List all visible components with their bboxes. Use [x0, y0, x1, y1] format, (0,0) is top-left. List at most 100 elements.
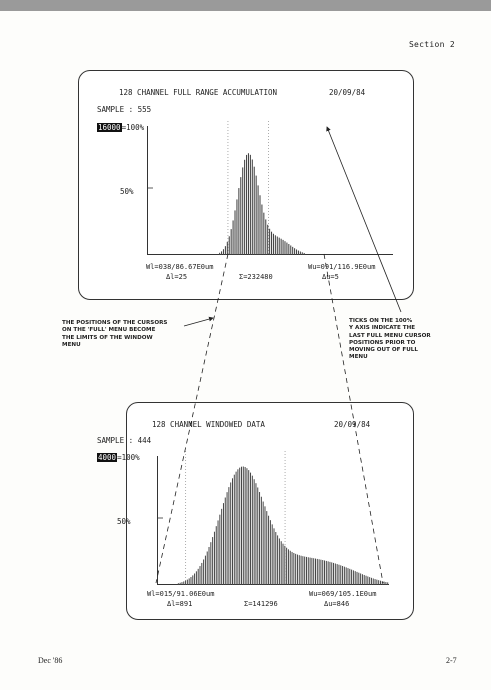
section-header: Section 2	[408, 40, 455, 49]
histogram-bar	[295, 249, 298, 255]
histogram-bar	[215, 526, 217, 585]
histogram-bar	[324, 560, 326, 585]
cursor-projection-right	[323, 253, 384, 584]
y-scale-label: 4000 =100%	[97, 453, 140, 462]
histogram-bar	[241, 466, 243, 585]
note-line: Y AXIS INDICATE THE	[349, 325, 416, 332]
histogram-bar	[294, 248, 296, 255]
histogram-bar	[203, 559, 205, 585]
cursor-lower-readout: Wl=038/86.67E0um	[146, 263, 214, 271]
histogram-bar	[300, 555, 302, 585]
histogram-bar	[204, 555, 206, 585]
histogram-bar	[331, 562, 333, 585]
note-line: TICKS ON THE 100%	[349, 318, 413, 324]
histogram-bar	[363, 574, 365, 585]
histogram-bar	[291, 551, 293, 585]
histogram-bar	[244, 467, 246, 585]
histogram-bar	[261, 204, 263, 255]
histogram-bar	[224, 246, 226, 255]
histogram-bar	[253, 479, 255, 585]
histogram-bar	[376, 579, 378, 585]
histogram-bar	[271, 231, 273, 255]
histogram-bar	[320, 559, 322, 585]
histogram-bar	[383, 581, 385, 585]
note-line: THE LIMITS OF THE WINDOW	[62, 334, 153, 341]
screen-date: 20/09/84	[329, 88, 366, 97]
histogram-bar	[257, 185, 259, 255]
y-axis	[157, 456, 158, 585]
histogram-bar	[296, 554, 298, 585]
histogram-bar	[177, 583, 179, 585]
histogram-bar	[219, 252, 221, 255]
y-half-label: 50%	[120, 187, 134, 196]
histogram-bar	[287, 549, 289, 585]
histogram-bar	[334, 563, 336, 585]
histogram-bar	[246, 468, 248, 585]
cursor-projection-left	[155, 253, 229, 584]
sample-count: SAMPLE : 555	[97, 105, 152, 114]
histogram-bar	[272, 233, 274, 255]
histogram-bar	[372, 578, 374, 585]
histogram-bar	[231, 478, 233, 585]
histogram-bar	[195, 571, 197, 585]
histogram-bar	[221, 508, 223, 585]
cursor-upper-readout: Wu=069/105.1E0um	[309, 590, 377, 598]
delta-upper: Δu=846	[324, 600, 350, 608]
histogram-bar	[315, 558, 316, 585]
histogram-bar	[265, 219, 267, 255]
note-line: POSITIONS PRIOR TO	[349, 339, 416, 346]
histogram-bar	[278, 237, 280, 255]
histogram-bar	[183, 581, 185, 585]
histogram-bar	[230, 482, 232, 585]
histogram-bar	[305, 556, 307, 585]
histogram-bar	[269, 520, 271, 585]
histogram-bar	[259, 492, 261, 585]
histogram-bar	[234, 210, 236, 255]
histogram-bar	[224, 497, 226, 585]
histogram-bar	[206, 551, 208, 585]
histogram-bar	[222, 249, 225, 255]
y-scale-percent: =100%	[117, 453, 140, 462]
histogram-bar	[190, 577, 192, 585]
histogram-bar	[232, 220, 234, 255]
histogram-bar	[275, 532, 277, 585]
histogram-bar	[349, 568, 351, 585]
histogram-bar	[374, 579, 376, 585]
y-scale-value: 16000	[97, 123, 122, 132]
note-line: ON THE 'FULL' MENU BECOME	[62, 327, 156, 334]
histogram-bar	[318, 559, 320, 585]
histogram-bar	[274, 235, 276, 255]
histogram-bar	[221, 251, 223, 255]
histogram-bar	[181, 582, 183, 585]
note-right-arrow	[326, 126, 402, 313]
histogram-bar	[237, 469, 239, 585]
histogram-bar	[266, 511, 268, 585]
histogram-bar	[188, 578, 190, 585]
delta-upper: Δu=5	[322, 273, 339, 281]
histogram-bar	[358, 572, 360, 585]
histogram-bar	[311, 557, 313, 585]
histogram-bar	[325, 560, 327, 585]
histogram-bar	[247, 153, 249, 255]
y-scale-percent: =100%	[121, 123, 145, 132]
histogram-bar	[251, 159, 253, 255]
histogram-bar	[381, 581, 383, 585]
histogram-bar	[262, 501, 264, 585]
histogram-bar	[284, 545, 286, 585]
histogram-bar	[253, 166, 255, 255]
delta-lower: Δl=25	[166, 273, 188, 281]
histogram-bar	[271, 524, 273, 585]
histogram-bar	[288, 244, 290, 255]
histogram-full	[148, 121, 305, 255]
footer-date: Dec '86	[38, 656, 63, 665]
histogram-bar	[351, 569, 353, 585]
histogram-bar	[246, 154, 248, 255]
histogram-bar	[345, 567, 347, 585]
histogram-bar	[251, 475, 253, 585]
sum-readout: Σ=232480	[239, 273, 273, 281]
histogram-bar	[280, 541, 282, 585]
screen-full-range: 128 CHANNEL FULL RANGE ACCUMULATION 20/0…	[78, 70, 414, 300]
histogram-bar	[260, 496, 262, 585]
histogram-bar	[226, 241, 228, 255]
